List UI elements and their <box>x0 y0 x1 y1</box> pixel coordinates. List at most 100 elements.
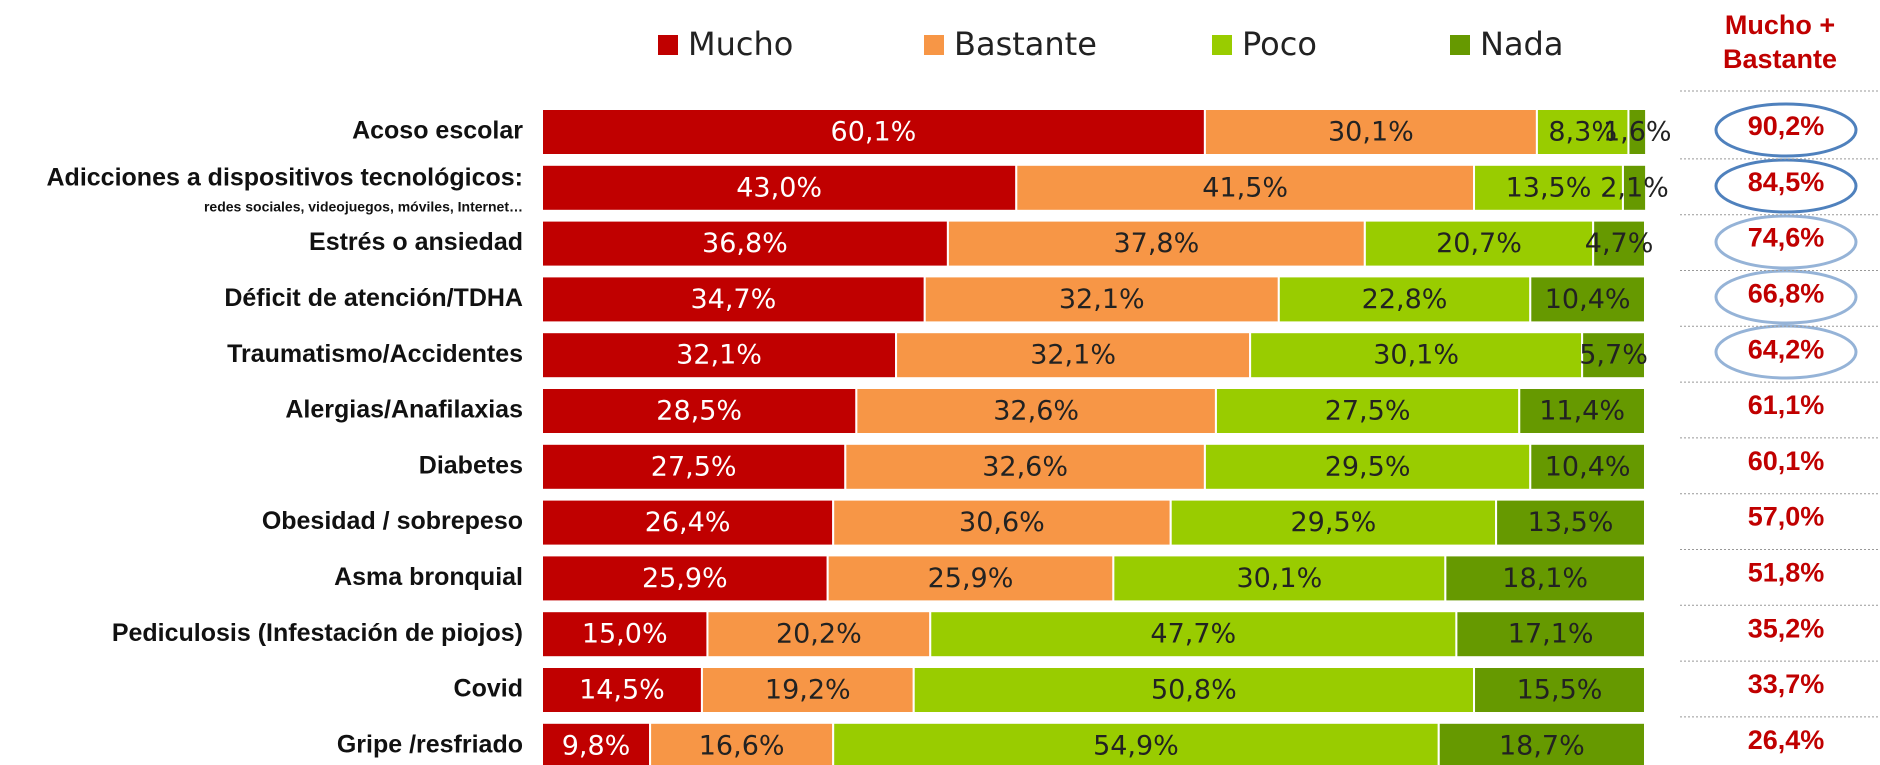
bar-segment <box>946 219 1366 268</box>
highlight <box>1714 102 1858 158</box>
bar-segment <box>1495 498 1646 547</box>
value-label: 28,5% <box>656 396 742 427</box>
bar-segment <box>541 554 829 603</box>
value-label: 20,2% <box>776 619 862 650</box>
legend-swatch <box>1212 35 1232 55</box>
value-label: 13,5% <box>1506 172 1592 203</box>
value-label: 36,8% <box>702 228 788 259</box>
value-label: 18,1% <box>1502 563 1588 594</box>
value-label: 25,9% <box>928 563 1014 594</box>
bar-segment <box>826 554 1115 603</box>
category-label: Acoso escolar <box>352 117 523 145</box>
value-label: 25,9% <box>642 563 728 594</box>
bar-segment <box>541 721 652 765</box>
bar-segment <box>1112 554 1447 603</box>
total-label: 61,1% <box>1748 390 1825 420</box>
bar-segment <box>541 387 858 435</box>
bar-segment <box>929 610 1458 659</box>
value-label: 37,8% <box>1113 228 1199 259</box>
bar-segment <box>1203 442 1532 491</box>
value-label: 30,1% <box>1373 340 1459 371</box>
total-label: 26,4% <box>1748 725 1825 755</box>
value-label: 19,2% <box>765 675 851 706</box>
value-label: 60,1% <box>831 117 917 148</box>
bar-segment <box>1529 442 1646 491</box>
legend-label: Nada <box>1480 25 1563 63</box>
value-label: 27,5% <box>1325 396 1411 427</box>
bar-segment <box>1535 108 1630 156</box>
value-label: 1,6% <box>1603 117 1672 148</box>
value-label: 11,4% <box>1539 396 1625 427</box>
value-label: 5,7% <box>1579 340 1648 371</box>
total-label: 66,8% <box>1748 279 1825 309</box>
bar-segment <box>832 721 1440 765</box>
value-label: 32,1% <box>1030 340 1116 371</box>
value-label: 14,5% <box>579 675 665 706</box>
value-label: 32,6% <box>993 396 1079 427</box>
highlight <box>1714 158 1858 214</box>
bar-segment <box>541 498 835 547</box>
value-label: 54,9% <box>1093 730 1179 761</box>
value-label: 15,5% <box>1517 675 1603 706</box>
bar-segment <box>1277 275 1532 324</box>
value-label: 41,5% <box>1202 172 1288 203</box>
total-label: 74,6% <box>1748 223 1825 253</box>
value-label: 29,5% <box>1291 507 1377 538</box>
totals-title: Mucho + Bastante <box>1722 10 1838 74</box>
value-label: 16,6% <box>699 730 785 761</box>
category-label: Diabetes <box>419 451 523 479</box>
value-label: 32,6% <box>982 451 1068 482</box>
value-label: 17,1% <box>1508 619 1594 650</box>
category-label: Gripe /resfriado <box>337 730 523 758</box>
bar-segment <box>1437 721 1647 765</box>
bar-segment <box>1214 387 1521 435</box>
bar-segment <box>1518 387 1647 435</box>
total-label: 84,5% <box>1748 167 1825 197</box>
value-label: 30,1% <box>1236 563 1322 594</box>
value-label: 27,5% <box>651 451 737 482</box>
total-label: 51,8% <box>1748 558 1825 588</box>
category-label: Covid <box>454 675 523 703</box>
total-label: 57,0% <box>1748 502 1825 532</box>
value-label: 10,4% <box>1545 451 1631 482</box>
value-label: 29,5% <box>1325 451 1411 482</box>
total-label: 64,2% <box>1748 334 1825 364</box>
value-label: 32,1% <box>1059 284 1145 315</box>
category-label: Asma bronquial <box>334 563 523 591</box>
category-label: Alergias/Anafilaxias <box>285 396 523 424</box>
bar-segment <box>1363 219 1595 268</box>
bar-segment <box>1473 666 1647 714</box>
value-label: 26,4% <box>645 507 731 538</box>
bar-segment <box>541 331 898 380</box>
bar-segment <box>1592 219 1647 268</box>
bar-segment <box>923 275 1280 324</box>
value-label: 10,4% <box>1545 284 1631 315</box>
value-label: 32,1% <box>676 340 762 371</box>
legend-swatch <box>924 35 944 55</box>
bar-segment <box>541 275 926 324</box>
highlight <box>1714 214 1858 270</box>
value-label: 34,7% <box>690 284 776 315</box>
value-label: 8,3% <box>1548 117 1617 148</box>
category-label: Pediculosis (Infestación de piojos) <box>112 619 523 647</box>
value-label: 9,8% <box>562 730 631 761</box>
bar-segment <box>912 666 1476 714</box>
bar-segment <box>1169 498 1498 547</box>
category-label: Estrés o ansiedad <box>309 228 523 256</box>
value-label: 2,1% <box>1600 172 1669 203</box>
value-label: 22,8% <box>1362 284 1448 315</box>
bar-segment <box>541 108 1206 156</box>
bar-segment <box>1621 163 1648 212</box>
value-label: 18,7% <box>1499 730 1585 761</box>
bar-segment <box>832 498 1172 547</box>
bar-segment <box>1455 610 1646 659</box>
value-label: 20,7% <box>1436 228 1522 259</box>
legend-swatch <box>1450 35 1470 55</box>
total-label: 60,1% <box>1748 446 1825 476</box>
category-label: Obesidad / sobrepeso <box>262 507 523 535</box>
value-label: 30,1% <box>1328 117 1414 148</box>
value-label: 4,7% <box>1585 228 1654 259</box>
category-label: Déficit de atención/TDHA <box>224 284 523 312</box>
value-label: 43,0% <box>736 172 822 203</box>
